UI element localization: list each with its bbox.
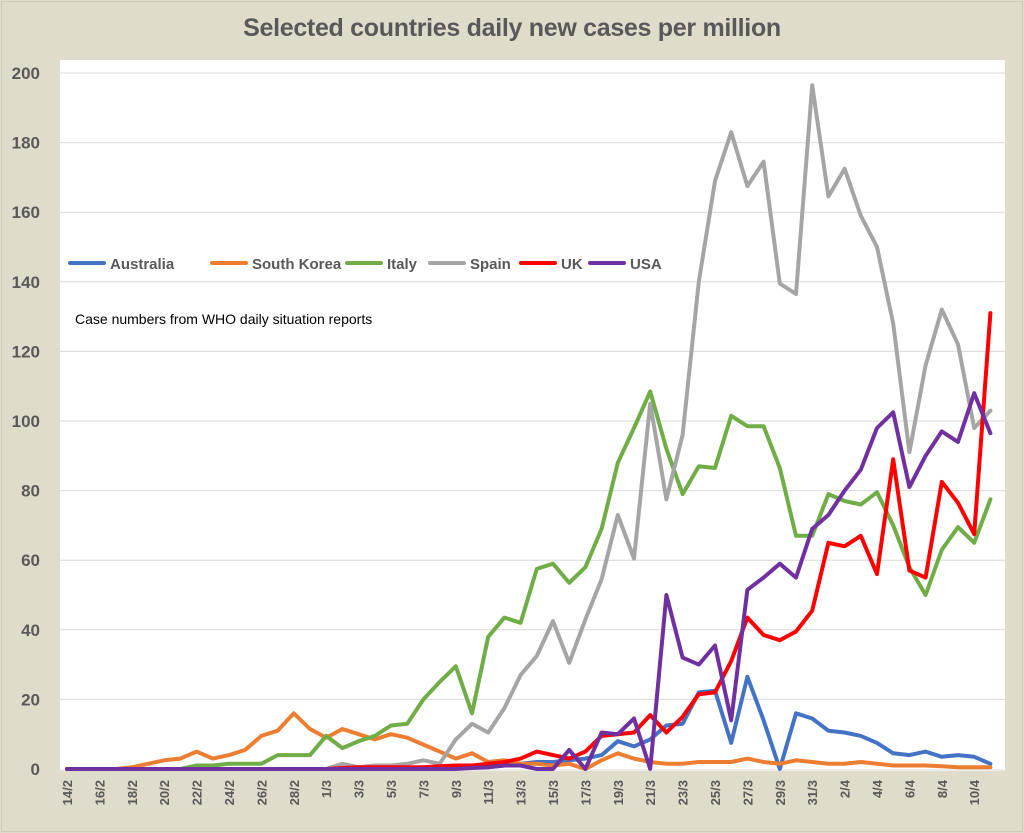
x-tick-label: 25/3 [708, 780, 723, 805]
legend-item-italy: Italy [345, 256, 418, 273]
x-tick-label: 29/3 [773, 780, 788, 805]
x-tick-label: 5/3 [384, 780, 399, 798]
x-tick-label: 23/3 [676, 780, 691, 805]
legend-item-south-korea: South Korea [210, 256, 342, 273]
x-tick-label: 13/3 [514, 780, 529, 805]
x-tick-label: 3/3 [352, 780, 367, 798]
x-tick-label: 2/4 [838, 779, 853, 798]
y-tick-label: 80 [21, 482, 40, 501]
y-tick-label: 20 [21, 690, 40, 709]
x-tick-label: 19/3 [611, 780, 626, 805]
x-tick-label: 17/3 [578, 780, 593, 805]
x-tick-label: 15/3 [546, 780, 561, 805]
chart-title: Selected countries daily new cases per m… [243, 14, 781, 42]
legend: Australia South Korea Italy Spain UK USA [68, 256, 662, 273]
x-tick-label: 9/3 [449, 780, 464, 798]
x-tick-label: 16/2 [92, 780, 107, 805]
y-tick-label: 100 [12, 412, 40, 431]
y-axis-ticks: 0 20 40 60 80 100 120 140 160 180 200 [12, 64, 40, 779]
x-tick-label: 6/4 [902, 779, 917, 798]
x-axis-ticks: 14/2 16/2 18/2 20/2 22/2 24/2 26/2 28/2 1/3 3/3 5/… [60, 779, 982, 805]
legend-label: South Korea [252, 256, 342, 273]
legend-item-usa: USA [588, 256, 662, 273]
x-tick-label: 27/3 [740, 780, 755, 805]
series-line-south-korea [65, 711, 993, 771]
gridlines [60, 72, 1005, 700]
x-tick-label: 26/2 [254, 780, 269, 805]
y-tick-label: 160 [12, 203, 40, 222]
x-tick-label: 18/2 [125, 780, 140, 805]
legend-label: UK [561, 256, 583, 273]
legend-item-australia: Australia [68, 256, 175, 273]
legend-item-spain: Spain [428, 256, 511, 273]
legend-label: USA [630, 256, 662, 273]
y-tick-label: 200 [12, 64, 40, 83]
x-tick-label: 22/2 [190, 780, 205, 805]
x-tick-label: 14/2 [60, 780, 75, 805]
series-line-usa [65, 391, 993, 771]
legend-label: Spain [470, 256, 511, 273]
series-line-italy [65, 389, 993, 771]
annotation-note: Case numbers from WHO daily situation re… [75, 311, 372, 327]
x-tick-label: 1/3 [319, 780, 334, 798]
y-tick-label: 40 [21, 621, 40, 640]
x-tick-label: 20/2 [157, 780, 172, 805]
x-tick-label: 28/2 [287, 780, 302, 805]
x-tick-label: 4/4 [870, 779, 885, 798]
y-tick-label: 0 [31, 760, 40, 779]
x-tick-label: 24/2 [222, 780, 237, 805]
series-lines [65, 83, 993, 771]
legend-item-uk: UK [519, 256, 583, 273]
x-tick-label: 21/3 [643, 780, 658, 805]
x-tick-label: 7/3 [416, 780, 431, 798]
x-tick-label: 10/4 [967, 779, 982, 805]
y-tick-label: 180 [12, 134, 40, 153]
y-tick-label: 120 [12, 342, 40, 361]
legend-label: Italy [387, 256, 418, 273]
y-tick-label: 60 [21, 551, 40, 570]
x-tick-label: 11/3 [481, 780, 496, 805]
x-tick-label: 31/3 [805, 780, 820, 805]
plot-area [60, 60, 1005, 771]
x-tick-label: 8/4 [935, 779, 950, 798]
legend-label: Australia [110, 256, 175, 273]
y-tick-label: 140 [12, 273, 40, 292]
